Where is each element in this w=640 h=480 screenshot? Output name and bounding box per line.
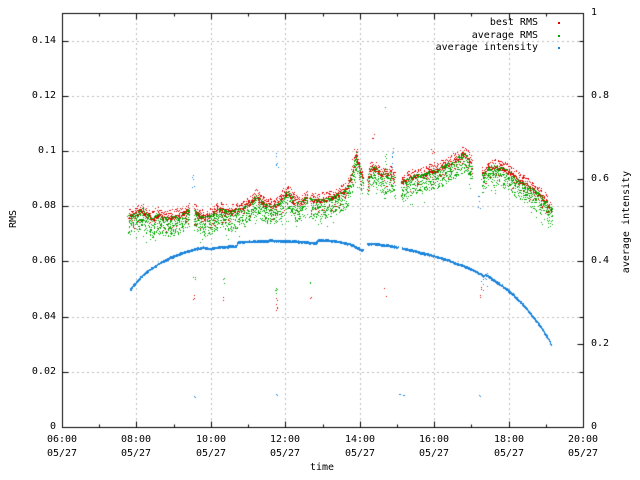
y-tick-label: 0 xyxy=(49,421,56,432)
y-tick-label: 0.1 xyxy=(37,145,56,156)
x-tick-date: 05/27 xyxy=(46,448,78,459)
legend-label: average RMS xyxy=(471,30,538,41)
y-axis-title: RMS xyxy=(8,209,19,229)
x-tick-label: 14:00 05/27 xyxy=(330,433,390,461)
legend-label: average intensity xyxy=(435,42,538,53)
x-tick-label: 08:00 05/27 xyxy=(106,433,166,461)
x-tick-label: 20:00 05/27 xyxy=(553,433,613,461)
y-tick-label: 0.08 xyxy=(31,200,56,211)
x-tick-date: 05/27 xyxy=(120,448,152,459)
x-tick-time: 12:00 xyxy=(269,434,301,445)
legend-marker-average-intensity xyxy=(558,47,560,49)
x-tick-time: 16:00 xyxy=(418,434,450,445)
y2-axis-title: average intensity xyxy=(621,170,632,274)
x-tick-label: 18:00 05/27 xyxy=(479,433,539,461)
y-tick-label: 0.06 xyxy=(31,255,56,266)
y2-tick-label: 0 xyxy=(591,421,598,432)
x-tick-time: 20:00 xyxy=(567,434,599,445)
y2-tick-label: 0.8 xyxy=(591,90,610,101)
x-tick-date: 05/27 xyxy=(269,448,301,459)
x-tick-label: 12:00 05/27 xyxy=(255,433,315,461)
legend-marker-best-rms xyxy=(558,22,560,24)
x-tick-date: 05/27 xyxy=(567,448,599,459)
x-tick-time: 06:00 xyxy=(46,434,78,445)
x-tick-time: 10:00 xyxy=(195,434,227,445)
x-tick-label: 06:00 05/27 xyxy=(32,433,92,461)
y-tick-label: 0.14 xyxy=(31,35,56,46)
x-tick-date: 05/27 xyxy=(195,448,227,459)
y2-tick-label: 1 xyxy=(591,7,598,18)
y2-tick-label: 0.2 xyxy=(591,338,610,349)
y-tick-label: 0.02 xyxy=(31,366,56,377)
y-tick-label: 0.12 xyxy=(31,90,56,101)
y2-tick-label: 0.6 xyxy=(591,173,610,184)
y-tick-label: 0.04 xyxy=(31,311,56,322)
x-tick-label: 16:00 05/27 xyxy=(404,433,464,461)
x-tick-date: 05/27 xyxy=(493,448,525,459)
x-tick-time: 18:00 xyxy=(493,434,525,445)
x-tick-time: 14:00 xyxy=(344,434,376,445)
x-axis-title: time xyxy=(309,462,335,473)
legend-label: best RMS xyxy=(489,17,538,28)
legend-marker-average-rms xyxy=(558,35,560,37)
x-tick-label: 10:00 05/27 xyxy=(181,433,241,461)
x-tick-time: 08:00 xyxy=(120,434,152,445)
x-tick-date: 05/27 xyxy=(344,448,376,459)
y2-tick-label: 0.4 xyxy=(591,255,610,266)
x-tick-date: 05/27 xyxy=(418,448,450,459)
